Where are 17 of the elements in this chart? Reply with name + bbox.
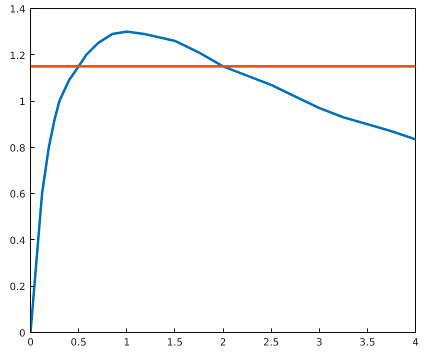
x-tick-label: 3.5 (359, 338, 376, 348)
y-tick-label: 1 (19, 97, 26, 108)
x-tick-label: 4 (412, 338, 419, 348)
x-tick-label: 2 (220, 338, 226, 348)
x-tick-label: 3 (316, 338, 322, 348)
x-tick-label: 1.5 (166, 338, 183, 348)
x-tick-label: 2.5 (263, 338, 280, 348)
x-tick-label: 0.5 (70, 338, 87, 348)
y-tick-label: 1.4 (10, 4, 26, 16)
x-tick-label: 1 (124, 338, 130, 348)
x-tick-label: 0 (27, 338, 34, 348)
y-tick-label: 0 (19, 328, 26, 340)
y-tick-label: 0.6 (10, 190, 26, 201)
y-tick-label: 1.2 (10, 50, 26, 62)
y-tick-label: 0.4 (10, 236, 26, 247)
y-tick-label: 0.2 (10, 282, 26, 294)
y-tick-label: 0.8 (10, 143, 26, 154)
